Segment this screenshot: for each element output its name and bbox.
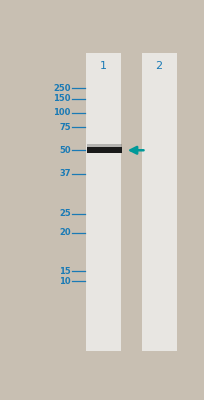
Text: 1: 1	[100, 62, 106, 72]
Text: 10: 10	[59, 277, 71, 286]
Text: 2: 2	[155, 62, 162, 72]
Bar	[141, 53, 176, 351]
Text: 75: 75	[59, 123, 71, 132]
Text: 150: 150	[53, 94, 71, 103]
Bar	[86, 53, 120, 351]
Text: 50: 50	[59, 146, 71, 155]
Text: 250: 250	[53, 84, 71, 92]
Text: 37: 37	[59, 169, 71, 178]
Bar	[86, 148, 121, 153]
Text: 100: 100	[53, 108, 71, 117]
Text: 15: 15	[59, 267, 71, 276]
Text: 25: 25	[59, 209, 71, 218]
Bar	[86, 144, 121, 148]
Text: 20: 20	[59, 228, 71, 237]
